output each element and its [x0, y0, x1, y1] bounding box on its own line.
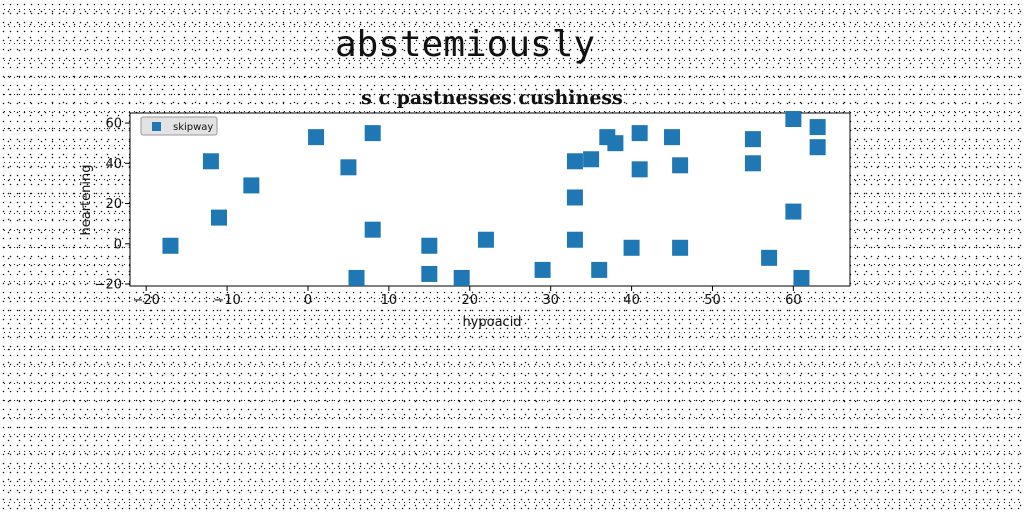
- data-point: [785, 203, 802, 220]
- figure-suptitle: abstemiously: [334, 24, 596, 65]
- data-point: [672, 239, 689, 256]
- x-axis-label: hypoacid: [462, 315, 521, 330]
- data-point: [793, 269, 810, 286]
- legend-marker: [152, 122, 161, 131]
- data-point: [202, 153, 219, 170]
- data-point: [631, 161, 648, 178]
- data-point: [308, 129, 325, 146]
- data-point: [534, 261, 551, 278]
- data-point: [477, 231, 494, 248]
- y-tick-label: −20: [95, 277, 122, 292]
- data-point: [364, 125, 381, 142]
- data-point: [809, 119, 826, 136]
- data-point: [566, 231, 583, 248]
- data-point: [566, 153, 583, 170]
- y-tick-label: 20: [105, 197, 122, 212]
- x-tick-label: 50: [704, 293, 721, 308]
- legend: skipway: [140, 116, 218, 136]
- x-tick-label: 30: [542, 293, 559, 308]
- y-tick-label: 40: [105, 157, 122, 172]
- data-point: [591, 261, 608, 278]
- data-point: [421, 237, 438, 254]
- data-point: [583, 151, 600, 168]
- x-tick-label: 20: [462, 293, 479, 308]
- x-tick-label: 40: [623, 293, 640, 308]
- plot-area: [129, 112, 851, 287]
- data-point: [785, 111, 802, 128]
- x-tick-label: 10: [381, 293, 398, 308]
- data-point: [664, 129, 681, 146]
- x-axis-ticks: −20 −10 0 10 20 30 40 50 60: [132, 286, 802, 308]
- y-tick-label: 60: [105, 117, 122, 132]
- data-point: [744, 131, 761, 148]
- x-tick-label: −20: [132, 293, 159, 308]
- data-point: [421, 265, 438, 282]
- data-point: [809, 139, 826, 156]
- data-point: [340, 159, 357, 176]
- data-point: [453, 269, 470, 286]
- data-point: [631, 125, 648, 142]
- y-axis-ticks: −20 0 20 40 60: [95, 117, 130, 292]
- chart-title: s c pastnesses cushiness: [361, 87, 623, 109]
- y-tick-label: 0: [114, 237, 122, 252]
- x-tick-label: −10: [213, 293, 240, 308]
- data-points: [162, 111, 826, 286]
- data-point: [243, 177, 260, 194]
- y-axis-label: heartening: [79, 165, 94, 236]
- x-tick-label: 0: [304, 293, 312, 308]
- data-point: [672, 157, 689, 174]
- x-tick-label: 60: [785, 293, 802, 308]
- data-point: [364, 221, 381, 238]
- legend-label: skipway: [173, 122, 213, 133]
- data-point: [761, 249, 778, 266]
- data-point: [210, 209, 227, 226]
- data-point: [623, 239, 640, 256]
- data-point: [744, 155, 761, 172]
- data-point: [566, 189, 583, 206]
- data-point: [607, 135, 624, 152]
- data-point: [162, 237, 179, 254]
- data-point: [348, 269, 365, 286]
